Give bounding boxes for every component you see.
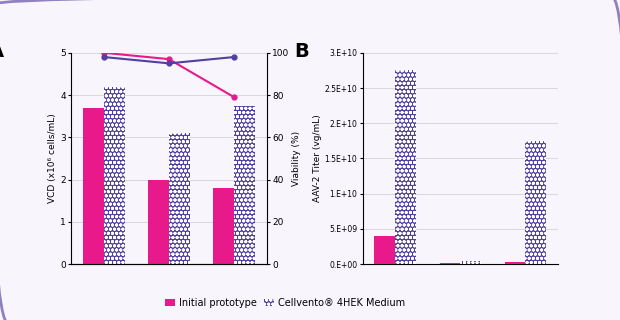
Y-axis label: Viability (%): Viability (%) <box>292 131 301 186</box>
Text: B: B <box>294 42 309 61</box>
Bar <box>104 87 125 264</box>
Bar <box>505 262 525 264</box>
Bar <box>460 261 481 264</box>
Text: A: A <box>0 42 4 61</box>
Bar <box>83 108 104 264</box>
Bar <box>169 133 190 264</box>
Bar <box>213 188 234 264</box>
Bar <box>396 70 416 264</box>
Y-axis label: AAV-2 Titer (vg/mL): AAV-2 Titer (vg/mL) <box>312 115 322 202</box>
Bar <box>374 236 396 264</box>
Legend: Initial prototype, Cellvento® 4HEK Medium: Initial prototype, Cellvento® 4HEK Mediu… <box>161 294 409 312</box>
Bar <box>234 106 255 264</box>
Y-axis label: VCD (x10⁶ cells/mL): VCD (x10⁶ cells/mL) <box>48 114 57 203</box>
Bar <box>148 180 169 264</box>
Bar <box>526 141 546 264</box>
Bar <box>440 263 460 264</box>
